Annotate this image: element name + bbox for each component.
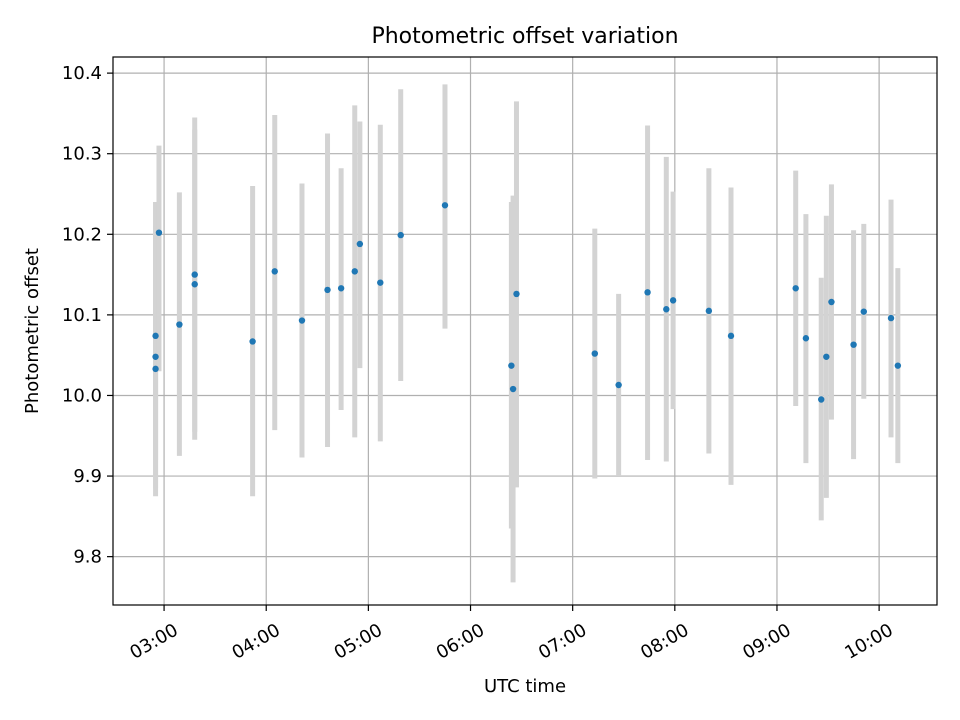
x-tick-label: 04:00 [228, 620, 283, 664]
y-tick-label: 9.8 [73, 547, 102, 568]
data-point [644, 289, 651, 296]
y-axis-label: Photometric offset [22, 248, 43, 414]
data-point [152, 365, 159, 373]
x-tick-label: 06:00 [433, 620, 488, 664]
data-point [663, 306, 670, 313]
x-axis-label: UTC time [484, 676, 566, 697]
x-tick-label: 10:00 [841, 620, 896, 664]
y-axis-ticks: 9.8 9.9 10.0 10.1 10.2 10.3 10.4 [62, 63, 113, 568]
data-point [191, 281, 198, 288]
grid-layer [113, 57, 937, 605]
x-tick-label: 08:00 [637, 620, 692, 664]
plot-area-frame [112, 56, 938, 606]
data-point [823, 353, 830, 360]
data-point [792, 285, 799, 292]
data-point [397, 231, 404, 239]
data-point [705, 307, 713, 315]
x-tick-label: 07:00 [535, 620, 590, 664]
data-point [591, 350, 599, 357]
errorbar-layer [153, 84, 901, 583]
data-point [152, 353, 159, 360]
data-point [850, 341, 857, 348]
chart-title: Photometric offset variation [371, 24, 678, 49]
data-point [508, 362, 515, 369]
data-point [802, 335, 810, 342]
data-point [887, 314, 895, 322]
data-point [509, 385, 517, 393]
x-tick-label: 09:00 [739, 620, 794, 664]
data-point [441, 202, 449, 209]
data-point [828, 298, 835, 306]
data-point [298, 317, 306, 324]
y-tick-label: 9.9 [73, 466, 102, 487]
data-point [271, 268, 278, 275]
x-tick-label: 05:00 [331, 620, 386, 664]
data-point [818, 396, 825, 403]
data-point [513, 290, 520, 298]
y-tick-label: 10.2 [62, 224, 102, 245]
data-point [152, 332, 159, 340]
y-tick-label: 10.3 [62, 144, 102, 165]
data-point [860, 308, 867, 315]
data-point [337, 285, 345, 292]
data-point [894, 362, 902, 369]
data-point [377, 279, 384, 286]
data-point [615, 381, 622, 389]
y-tick-label: 10.1 [62, 305, 102, 326]
data-point [356, 240, 364, 248]
x-tick-label: 03:00 [126, 620, 181, 664]
data-point [191, 271, 198, 278]
data-point [351, 268, 358, 275]
y-tick-label: 10.0 [62, 385, 102, 406]
data-point [249, 338, 256, 345]
data-point [155, 229, 163, 236]
data-point [176, 321, 183, 328]
x-axis-ticks: 03:00 04:00 05:00 06:00 07:00 08:00 09:00 10:00 [126, 605, 897, 664]
data-point [324, 286, 331, 294]
y-tick-label: 10.4 [62, 63, 102, 84]
data-point [669, 297, 677, 304]
point-layer [152, 202, 902, 403]
data-point [727, 332, 735, 340]
